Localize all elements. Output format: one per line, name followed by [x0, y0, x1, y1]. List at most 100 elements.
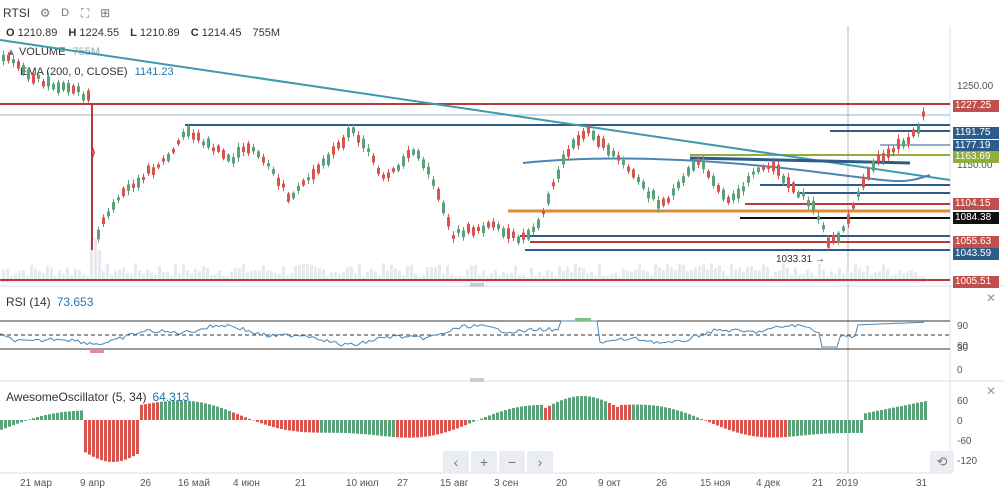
ao-bar [432, 420, 435, 436]
volume-bar [866, 265, 869, 283]
volume-bar [766, 266, 769, 283]
ao-bar [344, 420, 347, 434]
close-value: 1214.45 [201, 27, 242, 39]
ao-bar [116, 420, 119, 462]
volume-bar [830, 271, 833, 283]
ao-bar [916, 402, 919, 420]
volume-bar [630, 271, 633, 283]
ao-bar [308, 420, 311, 433]
candle-body [352, 127, 355, 134]
ao-bar [136, 420, 139, 455]
ao-bar [908, 404, 911, 420]
volume-bar [698, 265, 701, 283]
ao-bar [500, 411, 503, 420]
candle-body [662, 198, 665, 206]
volume-bar [258, 270, 261, 283]
candle-body [247, 143, 250, 154]
candle-body [872, 160, 875, 171]
volume-bar [398, 270, 401, 283]
volume-bar [858, 268, 861, 283]
price-tag: 1005.51 [953, 276, 999, 288]
volume-bar [82, 274, 85, 283]
ao-bar [24, 420, 27, 421]
candle-body [842, 226, 845, 231]
candle-body [22, 64, 25, 74]
volume-bar [738, 267, 741, 283]
ao-tick: -60 [957, 436, 972, 447]
candle-body [857, 191, 860, 197]
candle-body [82, 93, 85, 101]
ao-bar [656, 405, 659, 420]
ao-bar [840, 420, 843, 434]
x-tick: 31 [916, 478, 928, 489]
volume-bar [126, 273, 129, 283]
candle-body [102, 217, 105, 224]
ao-bar [700, 418, 703, 420]
symbol-label[interactable]: RTSI [3, 6, 31, 20]
candle-body [507, 228, 510, 239]
volume-bar [290, 273, 293, 283]
close-icon[interactable]: ✕ [985, 384, 997, 398]
ao-bar [516, 407, 519, 420]
candle-body [2, 54, 5, 62]
ao-bar [352, 420, 355, 434]
candle-body [342, 137, 345, 148]
ao-tick: 60 [957, 396, 969, 407]
zoom-in-button[interactable]: + [471, 451, 497, 473]
volume-bar [646, 271, 649, 283]
gear-icon[interactable]: ⚙ [39, 6, 51, 20]
ao-bar [88, 420, 91, 455]
open-value: 1210.89 [17, 27, 58, 39]
ao-bar [480, 418, 483, 420]
arrow-up-icon[interactable]: ▲ [6, 47, 16, 58]
close-icon[interactable]: ✕ [985, 291, 997, 305]
price-tick: 1150.00 [957, 160, 993, 171]
volume-bar [750, 266, 753, 283]
candle-body [77, 86, 80, 93]
ao-bar [200, 402, 203, 420]
ao-bar [188, 400, 191, 420]
ao-bar [120, 420, 123, 461]
expand-icon[interactable]: ⛶ [80, 5, 90, 20]
volume-bar [798, 274, 801, 283]
volume-bar [446, 265, 449, 283]
candle-body [807, 200, 810, 207]
ao-bar [176, 400, 179, 420]
ao-bar [428, 420, 431, 437]
candle-body [787, 177, 790, 189]
scroll-left-button[interactable]: ‹ [443, 451, 469, 473]
candle-body [887, 148, 890, 158]
ao-bar [488, 415, 491, 420]
candle-body [372, 155, 375, 163]
ao-bar [560, 400, 563, 420]
ao-bar [652, 405, 655, 420]
volume-bar [794, 267, 797, 283]
ao-bar [532, 405, 535, 420]
scroll-right-button[interactable]: › [527, 451, 553, 473]
add-compare-icon[interactable]: ⊞ [100, 6, 111, 20]
volume-bar [150, 272, 153, 283]
volume-bar [426, 267, 429, 283]
candle-body [512, 231, 515, 238]
zoom-out-button[interactable]: − [499, 451, 525, 473]
interval-button[interactable]: D [61, 7, 70, 19]
ao-label: AwesomeOscillator (5, 34) [6, 390, 147, 404]
volume-bar [754, 269, 757, 283]
candle-body [287, 193, 290, 202]
ao-bar [76, 410, 79, 420]
high-value: 1224.55 [79, 27, 120, 39]
candle-body [502, 228, 505, 237]
volume-bar [598, 264, 601, 283]
candle-body [672, 188, 675, 196]
volume-bar [734, 269, 737, 283]
candle-body [717, 185, 720, 192]
volume-bar [862, 271, 865, 283]
volume-bar [642, 269, 645, 283]
candle-body [437, 188, 440, 200]
candle-body [622, 159, 625, 165]
candle-body [727, 197, 730, 203]
ao-bar [856, 420, 859, 433]
reset-chart-button[interactable]: ⟲ [930, 451, 954, 473]
volume-bar [654, 264, 657, 283]
